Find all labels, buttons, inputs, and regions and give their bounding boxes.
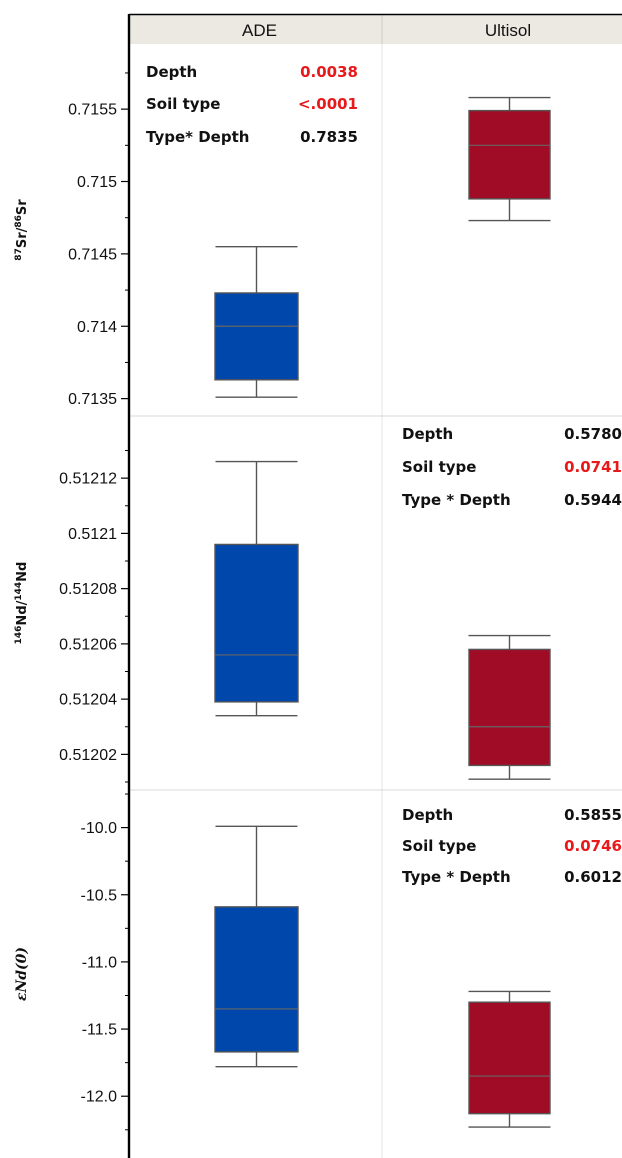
tick-label-end: -12.0	[81, 1089, 118, 1106]
tick-label-sr: 0.715	[77, 174, 117, 191]
tick-label-end: -10.0	[81, 820, 118, 837]
stat-value-end: 0.5855	[564, 806, 622, 824]
y-axis-label-end: εNd(0)	[14, 947, 30, 1001]
y-axis-label-sr: 87Sr/86Sr	[14, 199, 30, 261]
stat-value-nd: 0.5944	[564, 491, 622, 509]
stat-label-nd: Type * Depth	[402, 491, 511, 509]
box-sr-ade	[214, 292, 299, 381]
tick-label-nd: 0.51206	[59, 636, 117, 653]
group-header-ultisol: Ultisol	[485, 21, 531, 40]
stat-value-nd: 0.0741	[564, 458, 622, 476]
tick-label-end: -10.5	[81, 887, 118, 904]
box-end-ade	[214, 906, 299, 1053]
group-header-ade: ADE	[242, 21, 277, 40]
tick-label-sr: 0.7145	[68, 246, 117, 263]
tick-label-nd: 0.51202	[59, 747, 117, 764]
tick-label-nd: 0.51204	[59, 692, 117, 709]
stat-value-end: 0.6012	[564, 868, 622, 886]
stat-label-end: Depth	[402, 806, 453, 824]
stat-value-end: 0.0746	[564, 837, 622, 855]
stat-label-end: Type * Depth	[402, 868, 511, 886]
tick-label-end: -11.5	[82, 1022, 117, 1039]
y-axis-label-nd: 146Nd/144Nd	[14, 562, 30, 645]
stat-label-nd: Soil type	[402, 458, 476, 476]
stat-value-sr: 0.7835	[300, 128, 358, 146]
stat-label-sr: Type* Depth	[146, 128, 249, 146]
tick-label-nd: 0.5121	[68, 526, 117, 543]
stat-label-sr: Soil type	[146, 95, 220, 113]
box-end-ultisol	[468, 1001, 551, 1115]
tick-label-sr: 0.7135	[68, 391, 117, 408]
stat-label-sr: Depth	[146, 63, 197, 81]
stat-label-nd: Depth	[402, 425, 453, 443]
stat-value-sr: 0.0038	[300, 63, 358, 81]
header-strip	[129, 14, 622, 44]
tick-label-sr: 0.714	[77, 319, 117, 336]
stat-label-end: Soil type	[402, 837, 476, 855]
box-nd-ade	[214, 543, 299, 703]
stat-value-sr: <.0001	[298, 95, 358, 113]
tick-label-sr: 0.7155	[68, 102, 117, 119]
box-nd-ultisol	[468, 648, 551, 767]
box-sr-ultisol	[468, 109, 551, 200]
stat-value-nd: 0.5780	[564, 425, 622, 443]
tick-label-end: -11.0	[82, 954, 117, 971]
tick-label-nd: 0.51208	[59, 581, 117, 598]
tick-label-nd: 0.51212	[59, 471, 117, 488]
